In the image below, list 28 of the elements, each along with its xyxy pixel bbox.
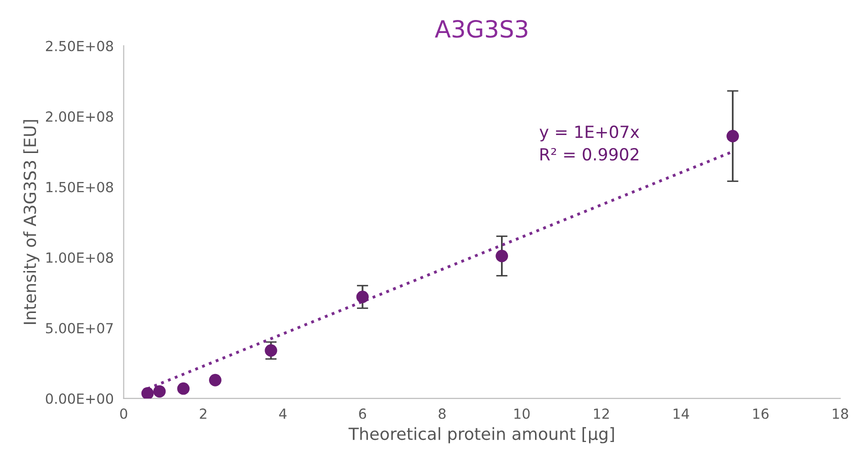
y-tick-label: 0.00E+00 <box>46 393 114 404</box>
point <box>496 250 508 262</box>
x-tick-label: 18 <box>832 408 848 419</box>
point <box>264 344 278 357</box>
x-tick-label: 12 <box>594 408 609 419</box>
point <box>356 290 369 304</box>
x-tick-label: 6 <box>359 408 366 419</box>
x-tick-label: 16 <box>753 408 769 419</box>
point <box>153 385 166 398</box>
x-tick-label: 14 <box>674 408 690 419</box>
point <box>209 374 222 386</box>
y-tick-label: 1.50E+08 <box>46 182 114 192</box>
y-tick-label: 2.00E+08 <box>46 111 114 122</box>
y-tick-label: 2.50E+08 <box>46 40 114 52</box>
x-tick-label: 4 <box>279 408 287 419</box>
annotation: y = 1E+07x R² = 0.9902 <box>540 126 640 161</box>
point <box>177 382 190 395</box>
x-tick-label: 2 <box>200 408 206 419</box>
x-axis-title: Theoretical protein amount [µg] <box>348 427 614 444</box>
point <box>141 387 154 398</box>
x-tick-label: 0 <box>120 408 128 419</box>
y-tick-label: 1.00E+08 <box>46 252 114 263</box>
y-axis-title: Intensity of A3G3S3 [EU] <box>23 120 40 324</box>
x-tick-label: 8 <box>438 408 446 419</box>
y-tick-label: 5.00E+07 <box>46 322 113 334</box>
chart-title: A3G3S3 <box>434 20 528 38</box>
x-tick-label: 10 <box>514 408 530 419</box>
point <box>726 130 739 142</box>
